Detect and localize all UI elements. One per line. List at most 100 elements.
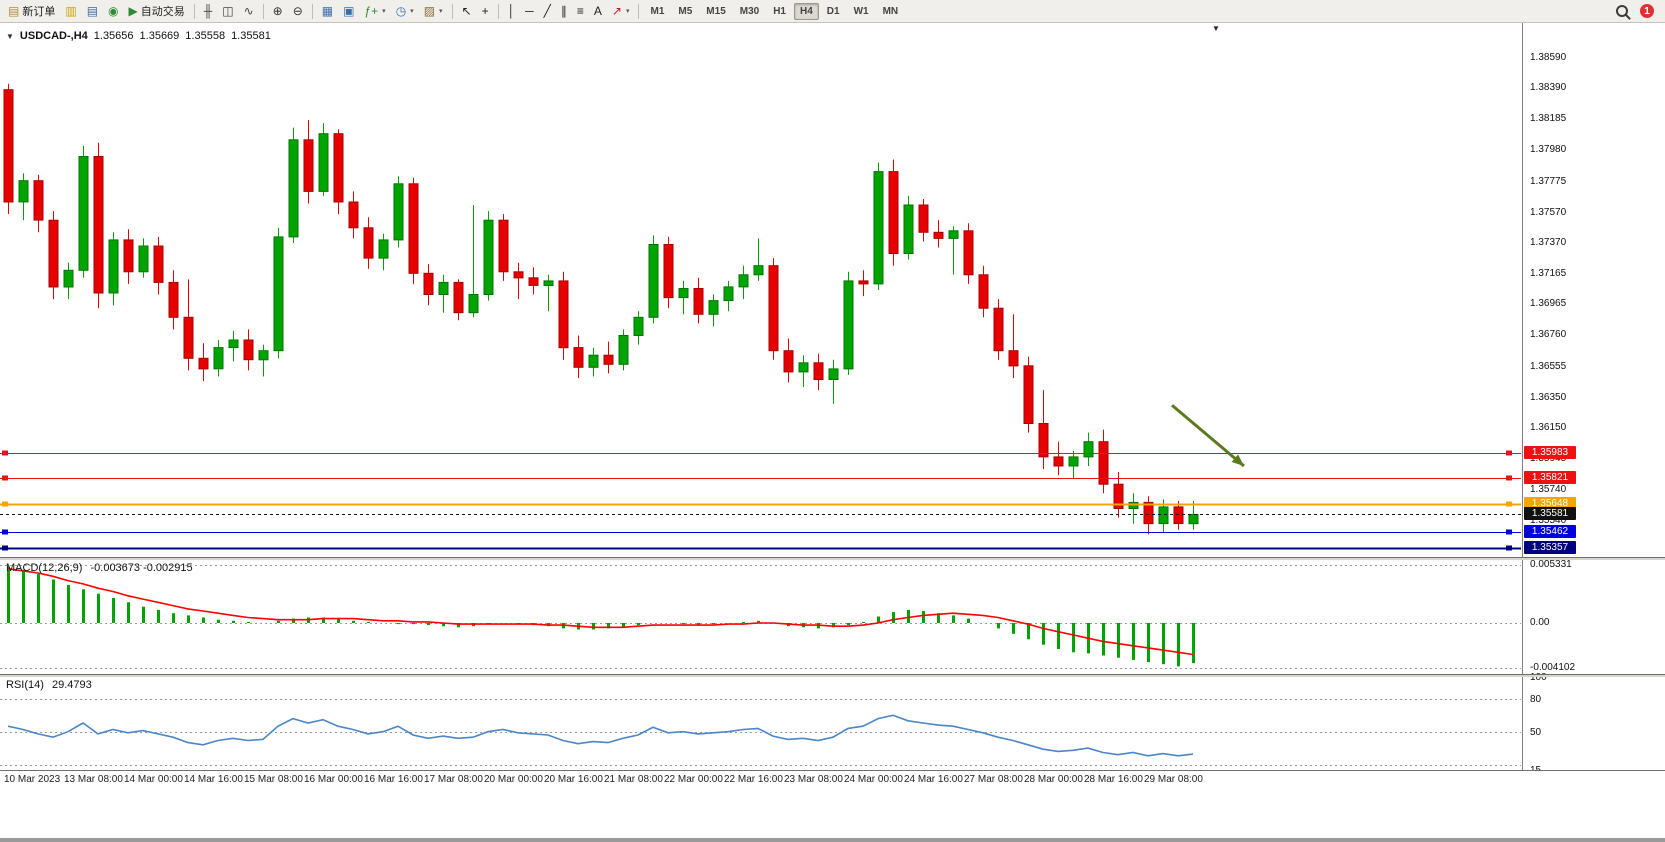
time-label: 14 Mar 16:00: [184, 774, 243, 785]
line-handle[interactable]: [2, 501, 8, 507]
candle-down: [123, 239, 134, 273]
line-handle[interactable]: [1506, 501, 1512, 507]
time-label: 22 Mar 00:00: [664, 774, 723, 785]
time-axis[interactable]: 10 Mar 2023 13 Mar 08:00 14 Mar 00:00 14 Ma…: [0, 770, 1665, 789]
clock-icon: ◷: [395, 4, 407, 18]
candle-down: [333, 133, 344, 203]
time-label: 16 Mar 00:00: [304, 774, 363, 785]
candle-down: [48, 219, 59, 288]
candle-down: [888, 171, 899, 255]
panel-splitter[interactable]: [0, 674, 1665, 677]
timeframe-h4[interactable]: H4: [794, 2, 819, 20]
macd-panel[interactable]: MACD(12,26,9) -0.003673 -0.002915: [0, 560, 1521, 674]
candle-down: [1038, 423, 1049, 458]
toolbar-separator: [311, 3, 313, 19]
candle-up: [723, 286, 734, 302]
candle-up: [948, 230, 959, 239]
indicators-button[interactable]: ƒ+ ▾: [360, 1, 389, 21]
fibonacci-icon: ≡: [576, 4, 584, 18]
rsi-panel[interactable]: RSI(14) 29.4793: [0, 677, 1521, 770]
profiles-button[interactable]: ▤: [83, 1, 102, 21]
bar-chart-mode-button[interactable]: ╫: [200, 1, 217, 21]
new-chart-button[interactable]: ▥: [61, 1, 80, 21]
candle-up: [1158, 506, 1169, 525]
equidistant-channel-icon: ∥: [560, 4, 567, 18]
arrows-icon: ↗: [611, 4, 622, 18]
panel-splitter[interactable]: [0, 557, 1665, 560]
zoom-in-button[interactable]: ⊕: [269, 1, 287, 21]
channel-button[interactable]: ∥: [557, 1, 571, 21]
arrows-button[interactable]: ↗ ▾: [608, 1, 634, 21]
price-axis[interactable]: 1.38590 1.38390 1.38185 1.37980 1.37775 1.375…: [1522, 23, 1665, 776]
auto-trading-button[interactable]: ▶ 自动交易: [125, 1, 189, 21]
main-chart-panel[interactable]: ▼ USDCAD-,H4 1.35656 1.35669 1.35558 1.3…: [0, 24, 1521, 557]
timeframe-m5[interactable]: M5: [678, 5, 693, 17]
refresh-button[interactable]: ◉: [104, 1, 122, 21]
zoom-out-button[interactable]: ⊖: [289, 1, 307, 21]
new-order-button[interactable]: ▤ 新订单: [4, 1, 59, 21]
search-icon[interactable]: [1616, 5, 1628, 17]
candle-up: [588, 354, 599, 368]
line-chart-mode-button[interactable]: ∿: [240, 1, 258, 21]
candle-down: [1023, 365, 1034, 424]
line-handle[interactable]: [1506, 475, 1512, 481]
candle-up: [273, 236, 284, 352]
candle-down: [963, 230, 974, 276]
data-window-expander-icon[interactable]: ▼: [6, 31, 14, 41]
candle-down: [1098, 441, 1109, 485]
line-handle[interactable]: [2, 450, 8, 456]
timeframe-m30[interactable]: M30: [739, 5, 760, 17]
candle-down: [558, 280, 569, 349]
line-handle[interactable]: [2, 545, 8, 551]
line-handle[interactable]: [1506, 450, 1512, 456]
line-handle[interactable]: [2, 475, 8, 481]
current-price-label: 1.35581: [1524, 507, 1576, 521]
timeframe-m15[interactable]: M15: [706, 5, 726, 17]
candle-down: [573, 347, 584, 368]
line-chart-icon: ∿: [243, 4, 254, 18]
text-button[interactable]: A: [590, 1, 606, 21]
toolbar-separator: [638, 3, 640, 19]
time-label: 24 Mar 00:00: [844, 774, 903, 785]
chevron-down-icon: ▾: [382, 8, 386, 15]
trend-arrow-annotation[interactable]: [1171, 404, 1245, 468]
candle-down: [858, 280, 869, 285]
bar-chart-icon: ╫: [203, 4, 213, 18]
auto-trading-button-label: 自动交易: [140, 6, 185, 18]
price-tick: 1.37570: [1530, 206, 1567, 218]
candle-up: [843, 280, 854, 370]
line-handle[interactable]: [2, 529, 8, 535]
notification-badge[interactable]: 1: [1640, 4, 1654, 18]
zoom-in-icon: ⊕: [272, 4, 283, 18]
candle-down: [303, 139, 314, 192]
trendline-icon: ╱: [543, 4, 551, 18]
candle-down: [423, 272, 434, 296]
candle-down: [168, 281, 179, 318]
timeframe-h1[interactable]: H1: [773, 5, 786, 17]
candle-up: [1188, 513, 1199, 525]
periods-button[interactable]: ◷ ▾: [392, 1, 418, 21]
timeframe-m1[interactable]: M1: [650, 5, 665, 17]
cascade-windows-button[interactable]: ▣: [339, 1, 358, 21]
line-handle[interactable]: [1506, 545, 1512, 551]
candle-down: [768, 265, 779, 352]
crosshair-button[interactable]: +: [478, 1, 493, 21]
chart-shift-marker-icon[interactable]: ▼: [1212, 24, 1220, 33]
trendline-button[interactable]: ╱: [540, 1, 555, 21]
price-tick: 1.37775: [1530, 175, 1567, 187]
tile-windows-button[interactable]: ▦: [318, 1, 337, 21]
cursor-button[interactable]: ↖: [458, 1, 476, 21]
candle-up: [438, 281, 449, 295]
timeframe-d1[interactable]: D1: [826, 5, 840, 17]
templates-button[interactable]: ▨ ▾: [420, 1, 447, 21]
horizontal-line-button[interactable]: ─: [521, 1, 538, 21]
vertical-line-button[interactable]: │: [504, 1, 520, 21]
fibonacci-button[interactable]: ≡: [573, 1, 588, 21]
timeframe-w1[interactable]: W1: [853, 5, 869, 17]
candlestick-mode-button[interactable]: ◫: [218, 1, 237, 21]
candle-up: [633, 316, 644, 336]
line-handle[interactable]: [1506, 529, 1512, 535]
candle-down: [918, 204, 929, 233]
timeframe-mn[interactable]: MN: [882, 5, 899, 17]
time-label: 17 Mar 08:00: [424, 774, 483, 785]
